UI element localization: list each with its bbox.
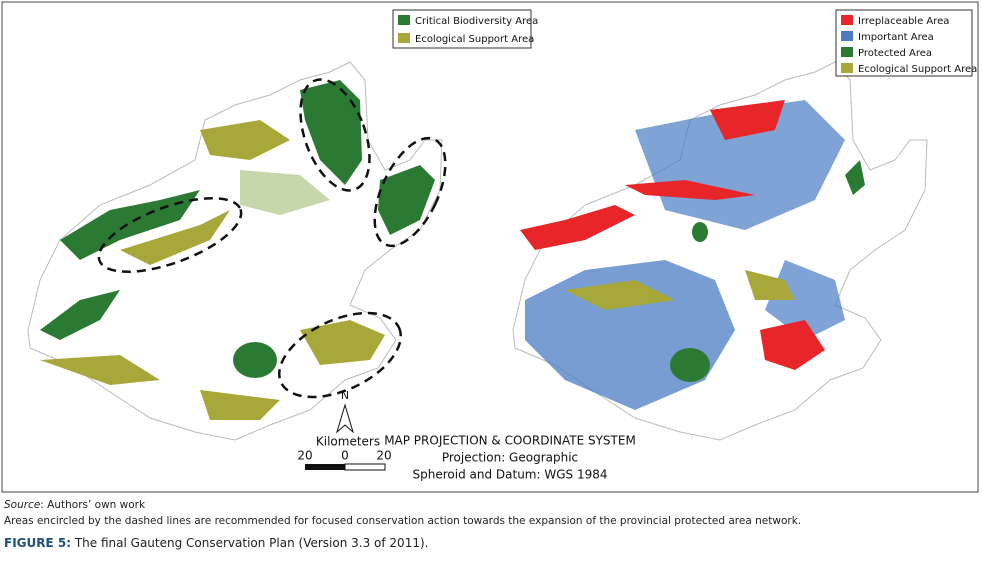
focus-ellipse bbox=[97, 197, 243, 273]
scale-bar bbox=[344, 463, 386, 471]
legend-swatch bbox=[841, 15, 853, 25]
support-patch bbox=[200, 390, 280, 420]
focus-areas bbox=[97, 78, 447, 399]
biodiversity-patch bbox=[233, 342, 277, 378]
frame bbox=[1, 1, 979, 493]
legend-swatch bbox=[398, 33, 410, 43]
support-patch bbox=[200, 120, 290, 160]
source-text: : Authors’ own work bbox=[40, 499, 146, 511]
support-patch bbox=[300, 320, 385, 365]
support-patch bbox=[745, 270, 795, 300]
scale-label: 20 bbox=[376, 449, 391, 463]
scale-label: 20 bbox=[297, 449, 312, 463]
left-map bbox=[27, 61, 447, 441]
legend-swatch bbox=[841, 47, 853, 57]
figure-label: FIGURE 5: bbox=[4, 536, 72, 550]
caption-note: Areas encircled by the dashed lines are … bbox=[4, 515, 802, 527]
focus-ellipse bbox=[373, 136, 447, 248]
projection-line: Projection: Geographic bbox=[442, 451, 578, 465]
protected-patch bbox=[845, 160, 865, 195]
legend-box bbox=[835, 9, 973, 77]
figure-caption: FIGURE 5: The final Gauteng Conservation… bbox=[4, 536, 428, 550]
protected-patch bbox=[692, 222, 708, 242]
biodiversity-patch bbox=[378, 165, 435, 235]
projection-line: Spheroid and Datum: WGS 1984 bbox=[413, 468, 608, 482]
legend-box bbox=[392, 9, 532, 49]
support-patch bbox=[565, 280, 675, 310]
support-patch bbox=[40, 355, 160, 385]
scale-label: 0 bbox=[341, 449, 349, 463]
support-patch bbox=[120, 210, 230, 265]
irreplaceable-patch bbox=[520, 205, 635, 250]
mixed-patch bbox=[240, 170, 330, 215]
figure: Critical Biodiversity Area Ecological Su… bbox=[1, 1, 979, 493]
legend-label: Ecological Support Area bbox=[858, 64, 977, 75]
legend-label: Critical Biodiversity Area bbox=[415, 16, 538, 27]
biodiversity-patch bbox=[300, 80, 362, 185]
focus-ellipse bbox=[299, 78, 371, 192]
scale-unit: Kilometers bbox=[316, 435, 380, 449]
north-label: N bbox=[341, 389, 349, 402]
north-arrow bbox=[336, 403, 354, 434]
legend-label: Ecological Support Area bbox=[415, 34, 534, 45]
irreplaceable-patch bbox=[625, 180, 755, 200]
legend-swatch bbox=[841, 31, 853, 41]
protected-patch bbox=[670, 348, 710, 382]
scale-bar bbox=[305, 464, 345, 470]
legend-swatch bbox=[841, 63, 853, 73]
irreplaceable-patch bbox=[760, 320, 825, 370]
figure-title: The final Gauteng Conservation Plan (Ver… bbox=[71, 536, 429, 550]
biodiversity-patch bbox=[40, 290, 120, 340]
focus-ellipse bbox=[278, 311, 402, 399]
irreplaceable-patch bbox=[710, 100, 785, 140]
legend-label: Irreplaceable Area bbox=[858, 16, 949, 27]
legend-label: Protected Area bbox=[858, 48, 932, 59]
source-label: Source bbox=[4, 499, 41, 511]
source-line: Source: Authors’ own work bbox=[4, 499, 145, 511]
right-map bbox=[512, 61, 928, 441]
legend-label: Important Area bbox=[858, 32, 934, 43]
legend-swatch bbox=[398, 15, 410, 25]
projection-title: MAP PROJECTION & COORDINATE SYSTEM bbox=[384, 434, 636, 448]
